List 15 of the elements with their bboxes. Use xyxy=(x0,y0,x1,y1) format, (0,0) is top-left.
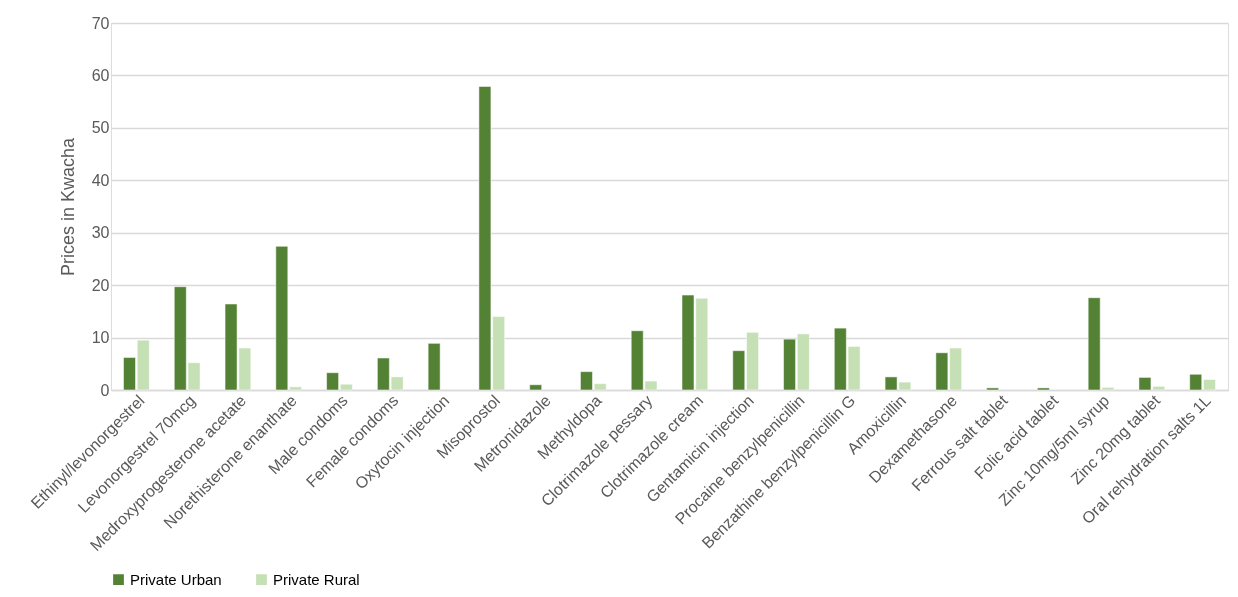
bar xyxy=(529,384,542,391)
legend-label: Private Rural xyxy=(273,570,360,588)
y-tick-label: 0 xyxy=(100,381,110,399)
y-axis-title: Prices in Kwacha xyxy=(57,136,78,277)
y-tick-label: 70 xyxy=(91,14,110,32)
y-tick-label: 50 xyxy=(91,119,110,137)
legend-label: Private Urban xyxy=(130,570,222,588)
bar xyxy=(427,343,441,391)
y-tick-label: 60 xyxy=(91,66,110,84)
bar xyxy=(1037,387,1050,391)
bar xyxy=(986,387,999,391)
y-tick-label: 30 xyxy=(91,224,110,242)
y-tick-label: 20 xyxy=(91,276,110,294)
y-tick-label: 40 xyxy=(91,171,110,189)
y-tick-label: 10 xyxy=(91,329,110,347)
